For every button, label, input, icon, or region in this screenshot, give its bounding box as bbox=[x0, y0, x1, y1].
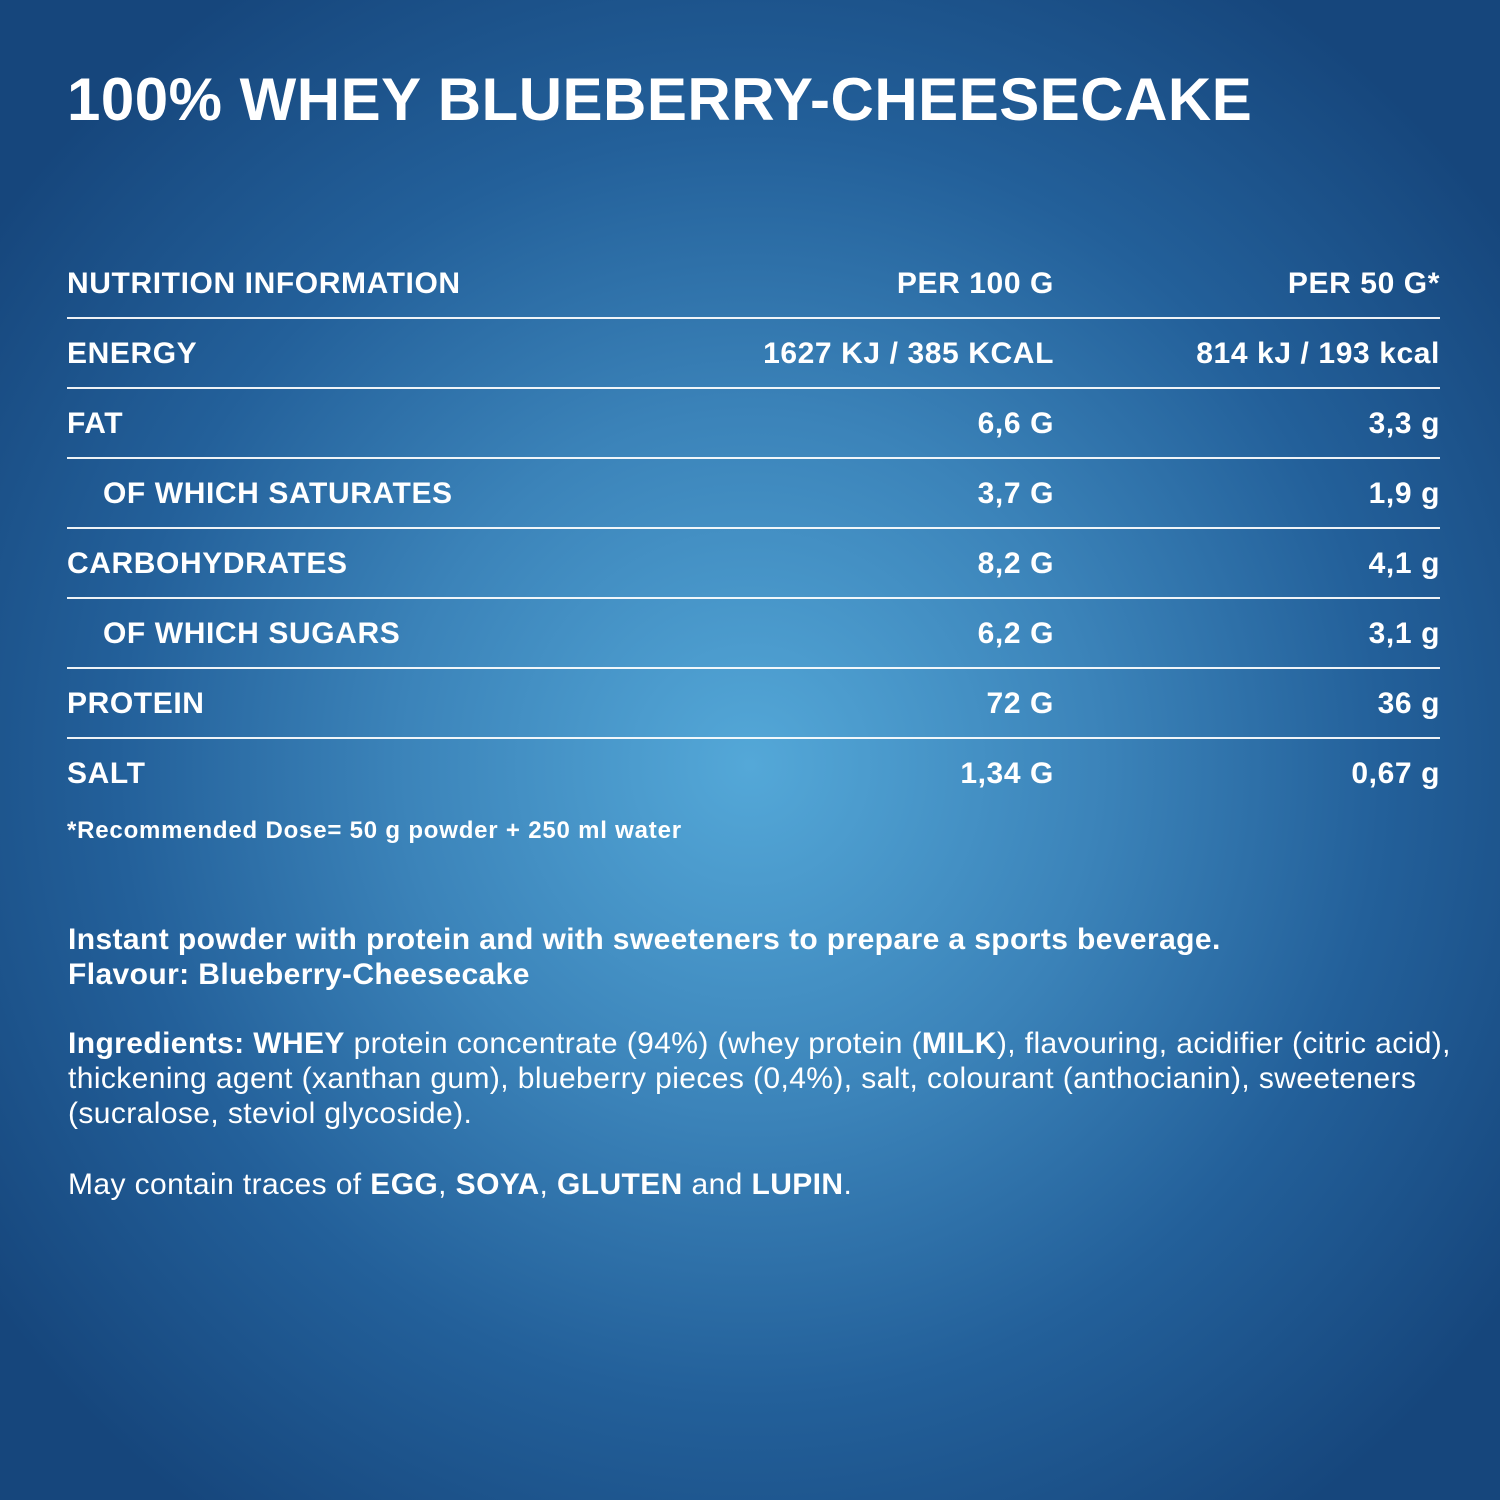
traces-separator: , bbox=[438, 1168, 456, 1201]
energy-row: ENERGY 1627 KJ / 385 KCAL 814 kJ / 193 k… bbox=[67, 319, 1440, 389]
nutrient-label: SALT bbox=[67, 757, 146, 790]
nutrient-label: FAT bbox=[67, 407, 124, 440]
traces-separator: , bbox=[539, 1168, 558, 1201]
allergen-gluten: GLUTEN bbox=[557, 1168, 683, 1201]
allergen-egg: EGG bbox=[370, 1168, 439, 1201]
traces-and: and bbox=[682, 1168, 752, 1201]
allergen-lupin: LUPIN bbox=[751, 1168, 844, 1201]
per-100g-value: 8,2 G bbox=[977, 547, 1054, 580]
per-100g-value: 6,2 G bbox=[977, 617, 1054, 650]
flavour-line: Flavour: Blueberry-Cheesecake bbox=[68, 958, 530, 991]
per-100g-value: 3,7 G bbox=[977, 477, 1054, 510]
sugars-row: OF WHICH SUGARS 6,2 G 3,1 g bbox=[67, 599, 1440, 669]
per-50g-value: 36 g bbox=[1377, 687, 1440, 720]
ingredients-text: Ingredients: WHEY protein concentrate (9… bbox=[68, 1026, 1468, 1131]
traces-text: May contain traces of EGG, SOYA, GLUTEN … bbox=[68, 1167, 1468, 1202]
per-50g-value: 3,1 g bbox=[1368, 617, 1440, 650]
nutrient-label: ENERGY bbox=[67, 337, 198, 370]
fat-row: FAT 6,6 G 3,3 g bbox=[67, 389, 1440, 459]
per-100g-value: 72 G bbox=[986, 687, 1054, 720]
nutrient-label: OF WHICH SUGARS bbox=[103, 617, 401, 650]
allergen-milk: MILK bbox=[921, 1027, 997, 1060]
nutrient-label: PROTEIN bbox=[67, 687, 205, 720]
carbohydrates-row: CARBOHYDRATES 8,2 G 4,1 g bbox=[67, 529, 1440, 599]
description-line: Instant powder with protein and with swe… bbox=[68, 923, 1221, 956]
nutrient-label: CARBOHYDRATES bbox=[67, 547, 348, 580]
per-100g-value: 1,34 G bbox=[960, 757, 1054, 790]
per-100g-header: PER 100 G bbox=[896, 267, 1054, 300]
ingredients-label: Ingredients: bbox=[68, 1027, 245, 1060]
per-100g-value: 1627 KJ / 385 KCAL bbox=[763, 337, 1054, 370]
salt-row: SALT 1,34 G 0,67 g bbox=[67, 739, 1440, 809]
per-50g-value: 814 kJ / 193 kcal bbox=[1196, 337, 1440, 370]
dose-footnote: *Recommended Dose= 50 g powder + 250 ml … bbox=[67, 817, 682, 844]
product-title: 100% WHEY BLUEBERRY-CHEESECAKE bbox=[67, 66, 1253, 133]
allergen-soya: SOYA bbox=[455, 1168, 540, 1201]
nutrition-header-label: NUTRITION INFORMATION bbox=[67, 267, 461, 300]
allergen-whey: WHEY bbox=[253, 1027, 345, 1060]
nutrient-label: OF WHICH SATURATES bbox=[103, 477, 453, 510]
per-50g-value: 0,67 g bbox=[1351, 757, 1440, 790]
per-50g-value: 1,9 g bbox=[1368, 477, 1440, 510]
protein-row: PROTEIN 72 G 36 g bbox=[67, 669, 1440, 739]
nutrition-table: NUTRITION INFORMATION PER 100 G PER 50 G… bbox=[67, 249, 1440, 809]
saturates-row: OF WHICH SATURATES 3,7 G 1,9 g bbox=[67, 459, 1440, 529]
per-50g-value: 4,1 g bbox=[1368, 547, 1440, 580]
traces-end: . bbox=[843, 1168, 853, 1201]
per-100g-value: 6,6 G bbox=[977, 407, 1054, 440]
ingredients-part: ), flavouring, acidifier (citric acid), … bbox=[68, 1027, 1451, 1130]
nutrition-header-row: NUTRITION INFORMATION PER 100 G PER 50 G… bbox=[67, 249, 1440, 319]
product-description: Instant powder with protein and with swe… bbox=[68, 922, 1468, 992]
per-50g-header: PER 50 G* bbox=[1287, 267, 1440, 300]
per-50g-value: 3,3 g bbox=[1368, 407, 1440, 440]
ingredients-part: protein concentrate (94%) (whey protein … bbox=[344, 1027, 922, 1060]
traces-prefix: May contain traces of bbox=[68, 1168, 371, 1201]
